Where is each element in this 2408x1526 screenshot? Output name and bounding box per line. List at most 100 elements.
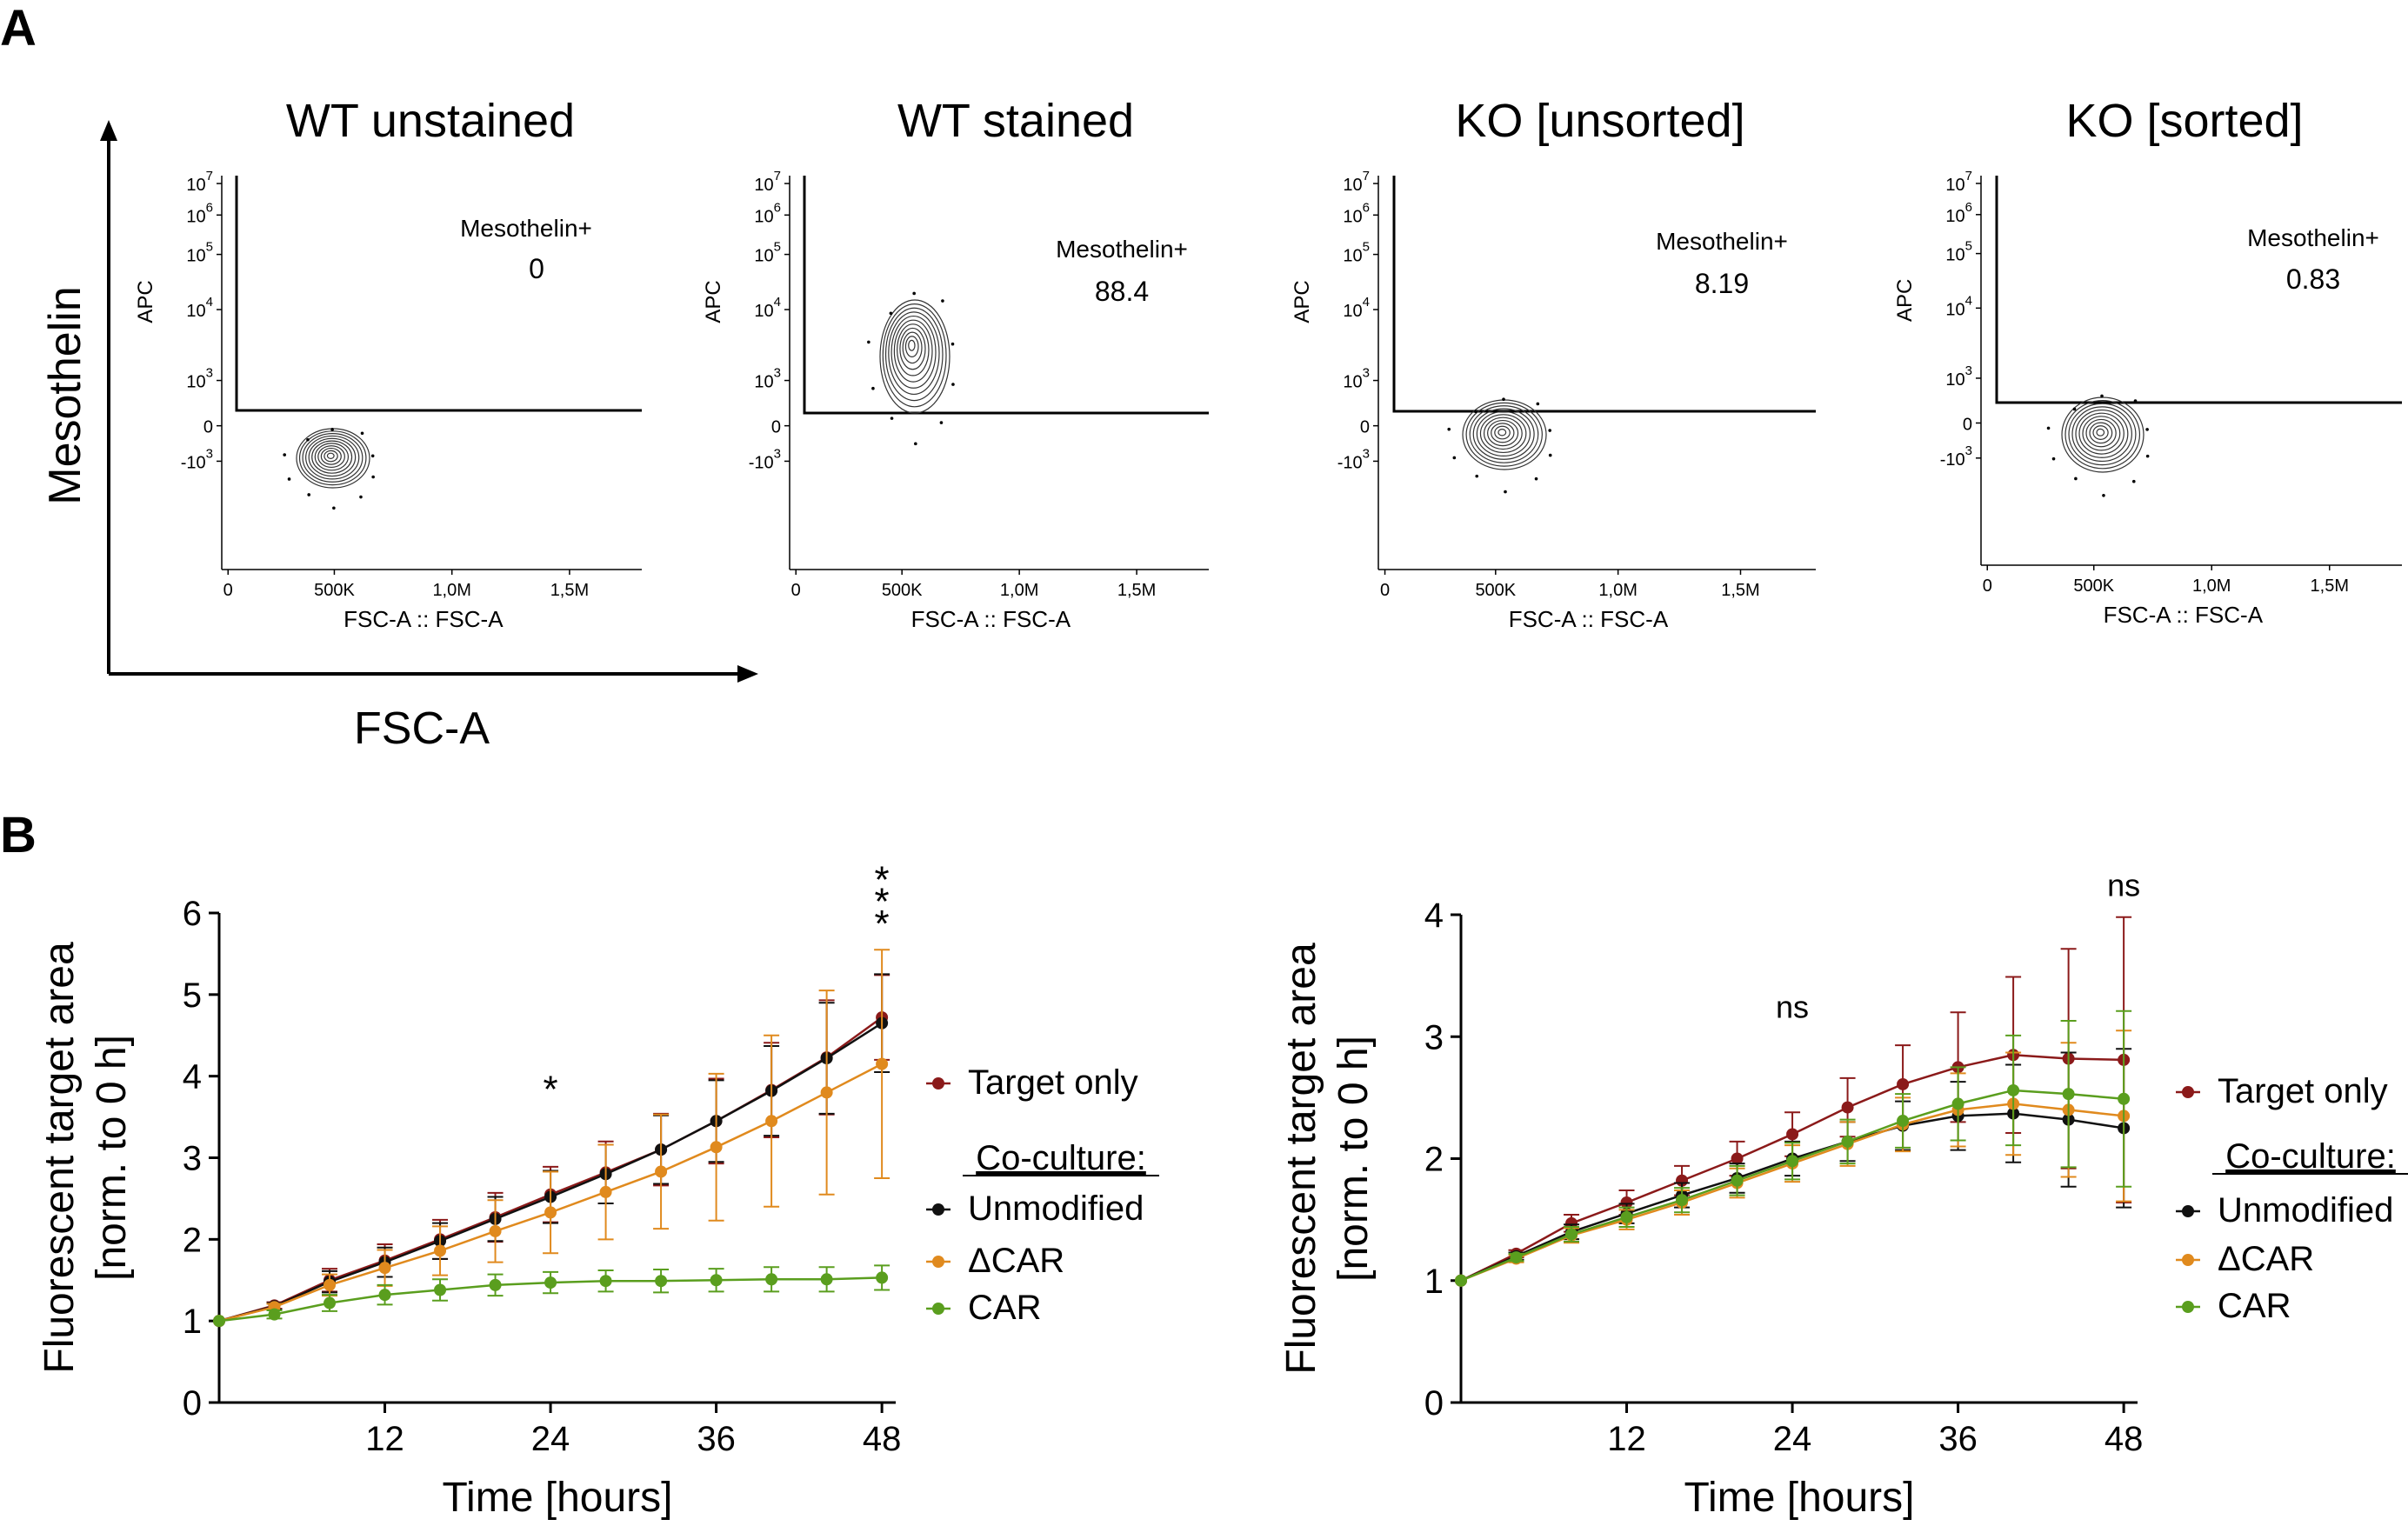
- flow-plot-x-tick-label: 1,0M: [2192, 576, 2231, 596]
- gate-label: Mesothelin+: [460, 215, 592, 242]
- chart-y-tick-label: 0: [183, 1384, 202, 1423]
- event-dot: [2133, 399, 2138, 403]
- data-point: [820, 1273, 833, 1286]
- flow-plot-y-tick-label: 106: [1343, 200, 1370, 226]
- contour-ring: [308, 437, 357, 477]
- contour-ring: [324, 450, 338, 463]
- flow-plot-y-tick-exp: 3: [1363, 446, 1370, 461]
- flow-plot-x-tick-label: 0: [791, 581, 801, 600]
- chart-y-tick-label: 1: [1424, 1263, 1444, 1301]
- significance-annotation: *: [875, 903, 890, 945]
- chart-y-tick-label: 4: [183, 1058, 202, 1096]
- flow-plot-y-tick-base: 10: [186, 373, 205, 392]
- flow-plot-ylabel: APC: [1291, 280, 1314, 323]
- chart-y-tick-label: 5: [183, 976, 202, 1015]
- legend-label-unmodified: Unmodified: [968, 1189, 1144, 1228]
- flow-plot-y-tick-exp: 7: [1363, 169, 1370, 183]
- contour-ring: [1483, 416, 1523, 450]
- flow-plot-y-tick-base: 10: [186, 207, 205, 226]
- flow-plot-y-tick-label: 105: [1945, 239, 1972, 265]
- flow-plot-y-tick-base: 10: [1343, 247, 1362, 266]
- flow-plot-x-tick-label: 1,0M: [1598, 581, 1637, 600]
- chart-xlabel: Time [hours]: [443, 1475, 673, 1521]
- flow-plot-y-tick-exp: 7: [206, 169, 213, 183]
- data-point: [710, 1141, 723, 1154]
- event-dot: [2046, 426, 2051, 430]
- data-point: [378, 1262, 391, 1275]
- legend: Target only Co-culture: Unmodified ΔCAR CAR: [926, 1063, 1159, 1327]
- flow-plot-y-tick-exp: 3: [1965, 363, 1972, 378]
- flow-plot-y-tick-base: 0: [1360, 418, 1370, 437]
- data-point: [489, 1278, 502, 1291]
- flow-plot-y-tick-exp: 3: [774, 446, 781, 461]
- flow-plot-y-tick-label: 0: [203, 418, 213, 437]
- legend-swatch-marker: [2182, 1301, 2194, 1313]
- contour-ring: [1479, 414, 1527, 454]
- flow-plot-y-tick-base: 10: [1343, 373, 1362, 392]
- legend-swatch-marker: [932, 1303, 944, 1315]
- flow-plot-y-tick-exp: 6: [1363, 200, 1370, 215]
- event-dot: [332, 506, 336, 510]
- flow-plot-y-tick-base: 10: [1945, 246, 1964, 265]
- flow-plot-y-tick-label: 0: [771, 418, 781, 437]
- contour-ring: [908, 339, 916, 351]
- contour-ring: [314, 443, 350, 471]
- contour-ring: [2096, 428, 2105, 436]
- event-dot: [951, 342, 955, 346]
- flow-plot-x-tick-label: 0: [1983, 576, 1992, 596]
- event-dot: [941, 299, 944, 303]
- flow-plot-y-tick-base: 10: [1343, 176, 1362, 195]
- event-dot: [2074, 476, 2078, 481]
- contour-ring: [890, 315, 937, 389]
- event-dot: [1548, 429, 1552, 432]
- contour-ring: [1491, 423, 1515, 443]
- legend-label-target_only: Target only: [2218, 1072, 2388, 1110]
- chart-x-tick-label: 24: [531, 1420, 570, 1458]
- significance-annotation: *: [543, 1069, 557, 1111]
- contour-ring: [1476, 410, 1531, 456]
- chart-x-tick-label: 36: [1938, 1420, 1978, 1458]
- flow-plot-xlabel: FSC-A :: FSC-A: [344, 606, 504, 632]
- data-point: [489, 1224, 502, 1237]
- flow-plot-y-tick-exp: 7: [1965, 169, 1972, 183]
- flow-plot-y-tick-label: 103: [754, 366, 781, 392]
- data-point: [434, 1244, 447, 1257]
- data-point: [876, 1057, 889, 1070]
- event-dot: [871, 386, 875, 390]
- contour-ring: [2089, 422, 2113, 444]
- flow-plot-y-tick-label: 104: [754, 295, 781, 321]
- contour-ring: [302, 433, 364, 483]
- event-dot: [867, 340, 870, 344]
- chart-y-tick-label: 3: [183, 1140, 202, 1178]
- flow-plot-y-tick-label: -103: [181, 446, 213, 472]
- panel-label-b: B: [0, 807, 37, 863]
- contour-ring: [2071, 406, 2132, 463]
- flow-plot-y-tick-exp: 6: [774, 200, 781, 215]
- event-dot: [330, 428, 334, 431]
- gate-value: 0: [529, 253, 544, 284]
- flow-plot-y-tick-exp: 3: [1965, 443, 1972, 458]
- flow-plot-y-tick-base: 10: [1343, 207, 1362, 226]
- chart-x-tick-label: 12: [365, 1420, 404, 1458]
- flow-plot-x-tick-label: 1,5M: [1721, 581, 1759, 600]
- gate-value: 88.4: [1095, 276, 1149, 307]
- flow-plot-y-tick-label: 106: [1945, 200, 1972, 226]
- chart-y-tick-label: 2: [183, 1221, 202, 1259]
- contour-population: [2046, 394, 2150, 497]
- contour-ring: [311, 440, 353, 474]
- event-dot: [914, 442, 917, 446]
- flow-plot-y-tick-label: -103: [1337, 446, 1370, 472]
- contour-population: [867, 291, 955, 446]
- data-point: [1786, 1155, 1799, 1168]
- chart-y-tick-label: 6: [183, 895, 202, 933]
- data-point: [1786, 1128, 1799, 1141]
- contour-ring: [902, 331, 923, 364]
- data-point: [1731, 1152, 1744, 1165]
- data-point: [1897, 1077, 1910, 1090]
- gate-value: 0.83: [2286, 263, 2340, 295]
- event-dot: [306, 437, 310, 442]
- flow-plot-x-tick-label: 1,5M: [1117, 581, 1156, 600]
